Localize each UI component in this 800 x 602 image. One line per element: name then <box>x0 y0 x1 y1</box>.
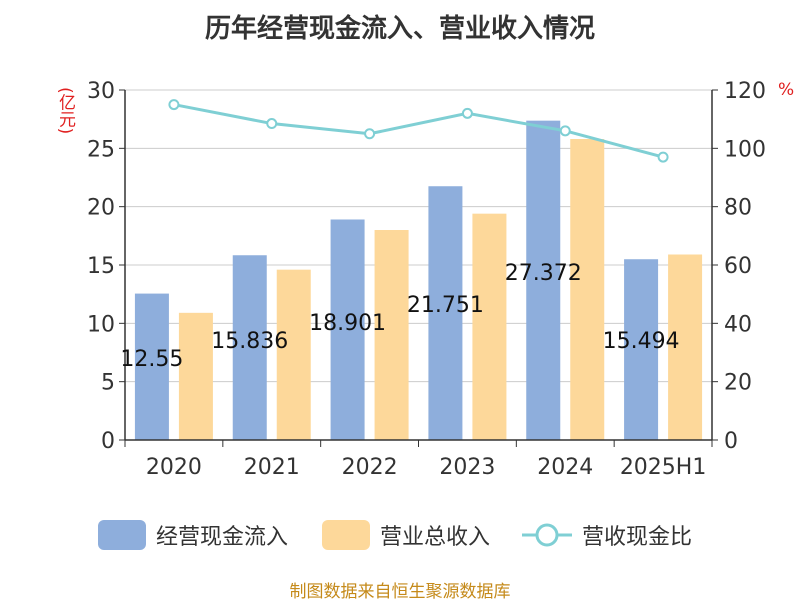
axes: 0 5 10 15 20 25 30 0 20 40 60 80 100 120 2020 2021 2022 2… <box>87 79 766 480</box>
y-right-tick-label: 120 <box>724 79 766 104</box>
left-axis-unit: (亿元) <box>55 87 75 135</box>
bar-inflow <box>428 186 463 440</box>
bars <box>134 120 703 440</box>
right-axis-unit: % <box>778 80 795 100</box>
x-tick-label: 2023 <box>439 455 495 480</box>
ratio-point <box>461 107 473 119</box>
ratio-point <box>657 151 669 163</box>
data-labels: 12.55 15.836 18.901 21.751 27.372 15.494 <box>120 261 679 372</box>
y-left-tick-label: 10 <box>87 312 115 337</box>
legend-swatch-inflow <box>98 520 146 550</box>
bar-inflow <box>624 259 659 440</box>
legend-item-revenue[interactable]: 营业总收入 <box>322 515 490 555</box>
ratio-line <box>168 99 669 163</box>
y-left-tick-label: 15 <box>87 254 115 279</box>
data-label-inflow: 15.494 <box>603 329 680 354</box>
x-tick-label: 2020 <box>146 455 202 480</box>
y-right-tick-label: 100 <box>724 137 766 162</box>
ratio-point <box>559 125 571 137</box>
data-label-inflow: 18.901 <box>309 311 386 336</box>
bar-revenue <box>374 230 409 440</box>
ratio-series-line <box>173 103 664 159</box>
legend: 经营现金流入 营业总收入 营收现金比 <box>0 515 800 555</box>
chart-title: 历年经营现金流入、营业收入情况 <box>204 14 595 44</box>
legend-item-ratio[interactable]: 营收现金比 <box>522 515 692 555</box>
data-label-inflow: 12.55 <box>120 347 183 372</box>
y-right-tick-label: 80 <box>724 196 752 221</box>
y-left-tick-label: 0 <box>101 429 115 454</box>
y-left-tick-label: 5 <box>101 371 115 396</box>
bar-inflow <box>134 293 169 440</box>
legend-label-ratio: 营收现金比 <box>582 525 693 550</box>
data-label-inflow: 21.751 <box>407 293 484 318</box>
grid-lines <box>125 89 712 383</box>
data-source-note: 制图数据来自恒生聚源数据库 <box>289 582 511 602</box>
x-tick-label: 2021 <box>244 455 300 480</box>
bar-revenue <box>472 213 507 440</box>
y-left-tick-label: 25 <box>87 137 115 162</box>
bar-revenue <box>178 312 213 440</box>
bar-revenue <box>570 139 605 440</box>
x-tick-label: 2024 <box>537 455 593 480</box>
data-label-inflow: 15.836 <box>211 329 288 354</box>
data-label-inflow: 27.372 <box>505 261 582 286</box>
ratio-point <box>266 118 278 130</box>
legend-label-revenue: 营业总收入 <box>380 525 491 550</box>
ratio-point <box>168 99 180 111</box>
y-right-tick-label: 40 <box>724 312 752 337</box>
bar-inflow <box>232 255 267 440</box>
y-right-tick-label: 0 <box>724 429 738 454</box>
y-right-tick-label: 60 <box>724 254 752 279</box>
bar-inflow <box>330 219 365 440</box>
y-right-tick-label: 20 <box>724 371 752 396</box>
bar-revenue <box>276 269 311 440</box>
y-left-tick-label: 30 <box>87 79 115 104</box>
x-tick-label: 2025H1 <box>620 455 707 480</box>
bar-inflow <box>526 120 561 440</box>
legend-item-inflow[interactable]: 经营现金流入 <box>98 515 288 555</box>
legend-label-inflow: 经营现金流入 <box>156 525 289 550</box>
bar-revenue <box>668 254 703 440</box>
legend-swatch-ratio <box>522 523 572 547</box>
legend-swatch-revenue <box>322 520 370 550</box>
x-tick-label: 2022 <box>342 455 398 480</box>
ratio-point <box>364 128 376 140</box>
y-left-tick-label: 20 <box>87 196 115 221</box>
